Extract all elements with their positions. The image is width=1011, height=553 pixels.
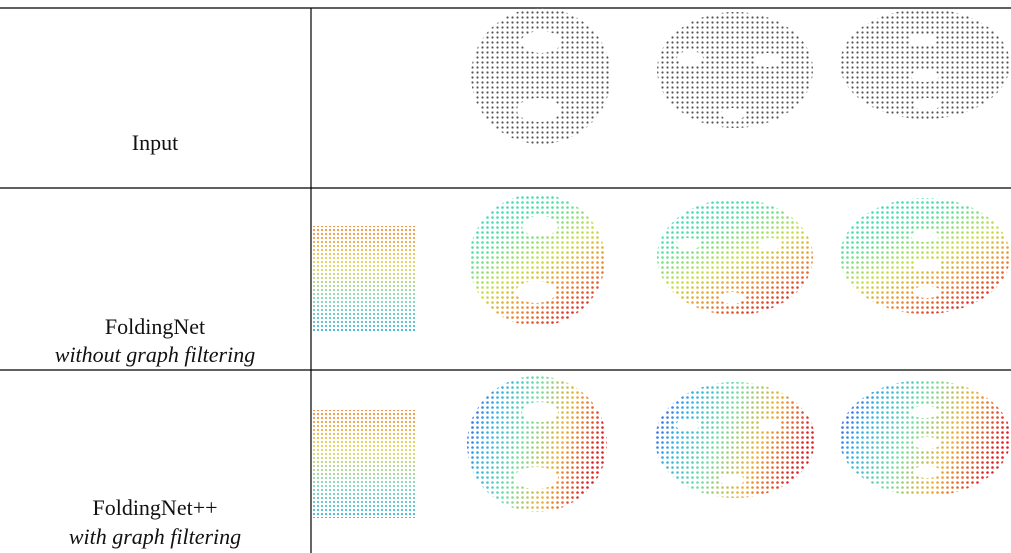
grid-points (312, 410, 416, 518)
row-label: FoldingNet++ (92, 495, 217, 520)
row-label: Input (132, 130, 178, 155)
row-sublabel: with graph filtering (69, 524, 241, 549)
grid-points (312, 226, 416, 332)
foldingnet-row (312, 194, 1010, 332)
figure: Input FoldingNet without graph filtering… (0, 0, 1011, 553)
foldingnet-plus-row (312, 376, 1011, 518)
page: {"rows": [ {"label": "Input"}, {"label":… (0, 0, 1011, 553)
input-clouds (471, 8, 1010, 144)
row-sublabel: without graph filtering (55, 342, 255, 367)
row-label: FoldingNet (105, 314, 205, 339)
